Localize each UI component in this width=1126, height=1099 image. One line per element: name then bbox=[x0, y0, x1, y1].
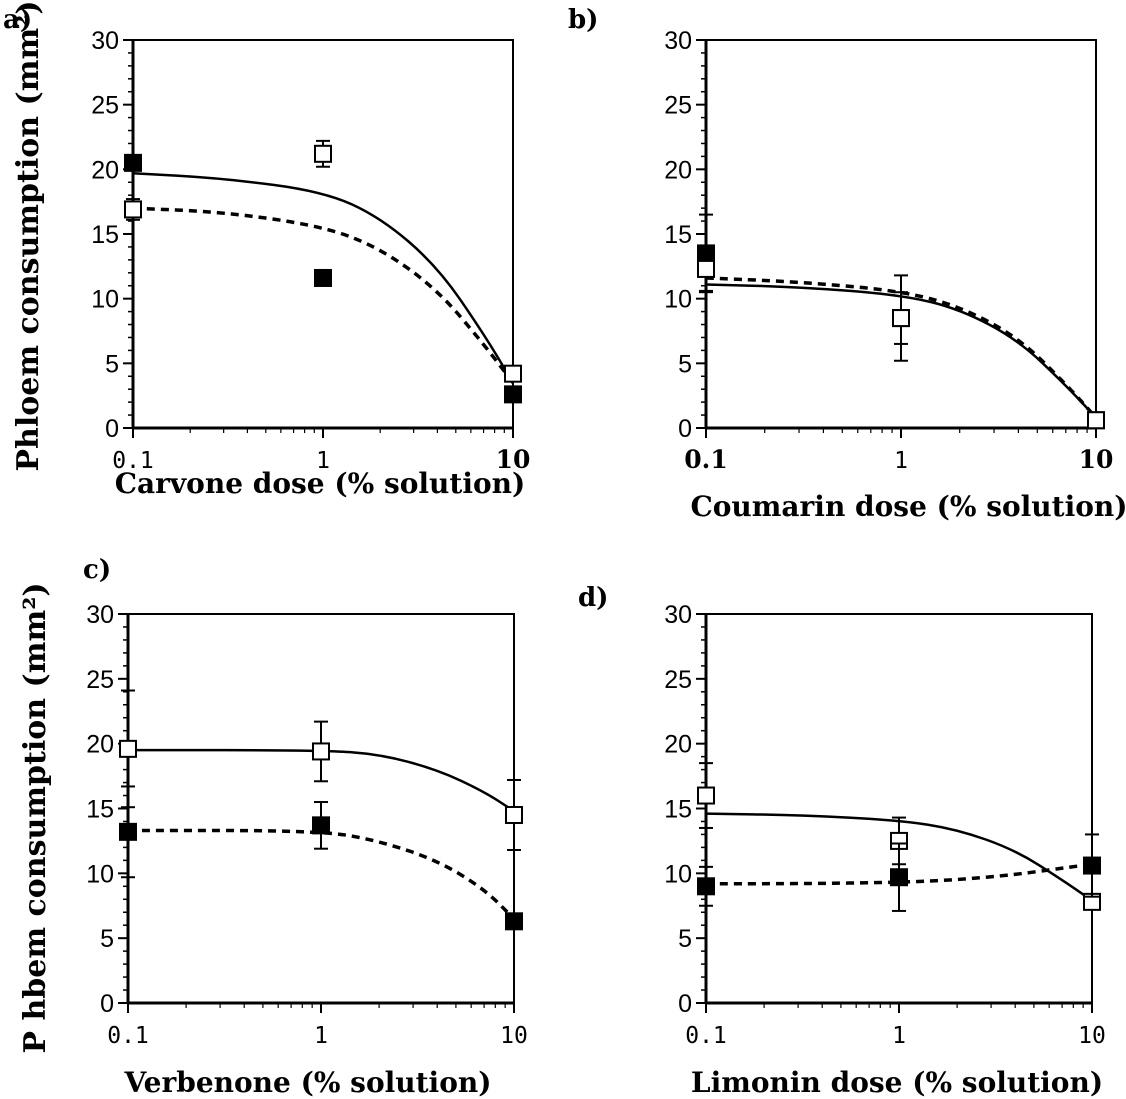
x-tick-label: 10 bbox=[1079, 445, 1114, 474]
data-point-filled bbox=[124, 153, 142, 172]
y-tick-label: 5 bbox=[100, 925, 114, 953]
data-point-open bbox=[892, 309, 910, 328]
x-axis-label: Verbenone (% solution) bbox=[124, 1066, 492, 1099]
panel-label: b) bbox=[568, 5, 598, 35]
fit-curve-dashed bbox=[705, 276, 1098, 419]
fit-curve-solid bbox=[705, 812, 1093, 902]
panel-label: d) bbox=[578, 583, 608, 613]
y-axis-label-top: Phloem consumption (mm²) bbox=[11, 0, 46, 471]
x-tick-label: 10 bbox=[496, 445, 531, 474]
x-tick-label: 10 bbox=[500, 1023, 528, 1049]
plot-frame bbox=[705, 39, 1097, 429]
y-tick-label: 0 bbox=[105, 415, 119, 443]
data-point-filled bbox=[119, 822, 137, 841]
x-tick-label: 0.1 bbox=[112, 448, 154, 474]
plot-frame bbox=[132, 39, 514, 429]
y-tick-label: 20 bbox=[664, 731, 692, 759]
x-tick-label: 0.1 bbox=[685, 1023, 727, 1049]
plot-frame bbox=[705, 613, 1093, 1004]
y-tick-label: 25 bbox=[91, 92, 119, 120]
y-tick-label: 30 bbox=[664, 601, 692, 629]
data-point-filled bbox=[314, 268, 332, 287]
y-tick-label: 15 bbox=[664, 221, 692, 249]
y-tick-label: 10 bbox=[91, 286, 119, 314]
x-axis-label: Limonin dose (% solution) bbox=[691, 1066, 1103, 1099]
x-tick-label: 1 bbox=[894, 448, 908, 474]
data-point-filled bbox=[505, 912, 523, 931]
fit-curve-dashed bbox=[706, 862, 1093, 886]
fit-curve-solid bbox=[128, 748, 515, 813]
y-tick-label: 0 bbox=[678, 990, 692, 1018]
fit-curve-solid bbox=[132, 171, 515, 384]
y-tick-label: 5 bbox=[105, 350, 119, 378]
panel-d: d) 0 5 10 15 20 25 30 0.1 1 10 Limonin dose (% solu… bbox=[578, 583, 1106, 1099]
data-point-open bbox=[697, 259, 715, 278]
y-tick-label: 30 bbox=[91, 27, 119, 55]
y-tick-label: 0 bbox=[100, 990, 114, 1018]
fit-curve-dashed bbox=[127, 828, 516, 920]
x-tick-label: 10 bbox=[1078, 1023, 1106, 1049]
y-tick-label: 25 bbox=[664, 92, 692, 120]
y-tick-label: 0 bbox=[678, 415, 692, 443]
x-axis-label: Coumarin dose (% solution) bbox=[690, 490, 1126, 523]
data-point-open bbox=[504, 364, 522, 383]
x-tick-label: 1 bbox=[316, 448, 330, 474]
x-tick-label: 1 bbox=[314, 1023, 328, 1049]
data-point-open bbox=[124, 200, 142, 219]
data-point-open bbox=[697, 786, 715, 805]
y-tick-label: 10 bbox=[86, 860, 114, 888]
y-axis-label-bottom: P hbem consumption (mm²) bbox=[18, 582, 53, 1053]
y-tick-label: 20 bbox=[91, 156, 119, 184]
data-point-open bbox=[314, 144, 332, 163]
panel-label: c) bbox=[83, 555, 111, 585]
y-tick-label: 25 bbox=[664, 666, 692, 694]
y-tick-label: 10 bbox=[664, 860, 692, 888]
data-point-open bbox=[505, 805, 523, 824]
panel-b: b) 0 5 10 15 20 25 30 0.1 1 10 Coumarin dose (% sol… bbox=[568, 5, 1126, 523]
data-point-open bbox=[312, 742, 330, 761]
y-tick-label: 15 bbox=[86, 796, 114, 824]
y-tick-label: 15 bbox=[664, 796, 692, 824]
data-point-filled bbox=[697, 877, 715, 896]
data-point-open bbox=[1087, 411, 1105, 430]
panel-c: c) 0 5 10 15 20 25 30 0.1 1 10 Verbenone (% solutio… bbox=[83, 555, 528, 1099]
data-point-filled bbox=[312, 816, 330, 835]
y-tick-label: 20 bbox=[86, 731, 114, 759]
y-tick-label: 25 bbox=[86, 666, 114, 694]
y-tick-label: 10 bbox=[664, 286, 692, 314]
x-tick-label: 1 bbox=[892, 1023, 906, 1049]
y-tick-label: 30 bbox=[86, 601, 114, 629]
x-tick-label: 0.1 bbox=[684, 445, 728, 474]
panel-label: a) bbox=[3, 5, 32, 35]
fit-curve-dashed bbox=[132, 206, 515, 384]
data-point-filled bbox=[504, 385, 522, 404]
x-axis-label: Carvone dose (% solution) bbox=[115, 467, 526, 500]
data-point-open bbox=[119, 739, 137, 758]
data-point-filled bbox=[1083, 856, 1101, 875]
y-tick-label: 5 bbox=[678, 350, 692, 378]
x-tick-label: 0.1 bbox=[107, 1023, 149, 1049]
y-tick-label: 5 bbox=[678, 925, 692, 953]
y-tick-label: 15 bbox=[91, 221, 119, 249]
data-point-filled bbox=[890, 868, 908, 887]
y-tick-label: 20 bbox=[664, 156, 692, 184]
y-tick-label: 30 bbox=[664, 27, 692, 55]
